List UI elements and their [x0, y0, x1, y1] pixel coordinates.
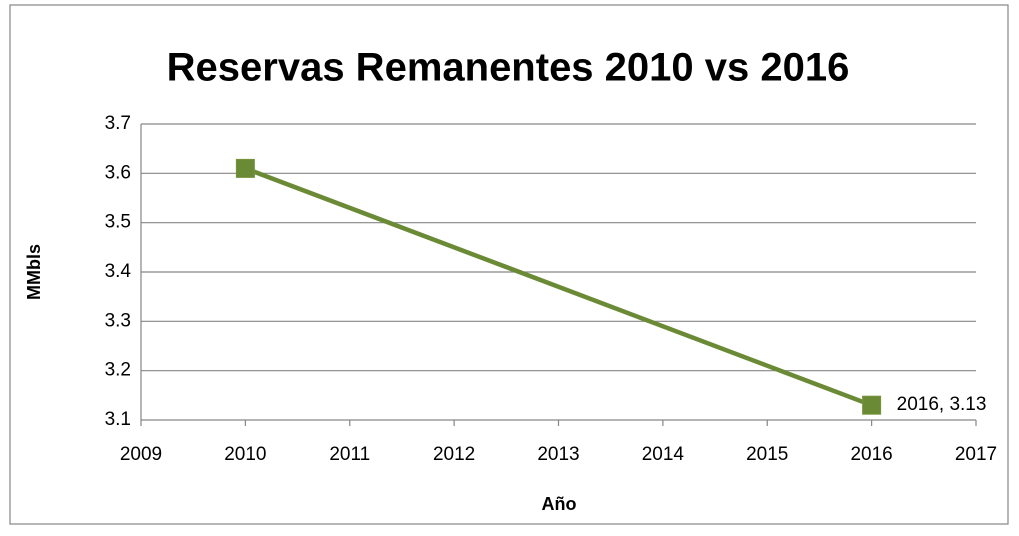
- x-tick-label: 2011: [329, 444, 370, 465]
- y-tick-label: 3.4: [105, 261, 132, 282]
- series-line: [244, 166, 873, 408]
- x-tick-label: 2016: [850, 444, 892, 465]
- marker: [235, 158, 255, 178]
- y-tick-label: 3.1: [105, 409, 131, 430]
- x-tick-label: 2012: [433, 444, 475, 465]
- y-tick-label: 3.7: [105, 113, 131, 134]
- x-tick-label: 2015: [746, 444, 788, 465]
- chart-title: Reservas Remanentes 2010 vs 2016: [167, 46, 850, 90]
- x-tick-label: 2017: [955, 444, 997, 465]
- y-tick-label: 3.5: [105, 212, 131, 233]
- y-tick-label: 3.2: [105, 360, 131, 381]
- marker: [862, 395, 882, 415]
- x-tick-label: 2014: [642, 444, 685, 465]
- x-tick-label: 2009: [120, 444, 162, 465]
- data-label: 2016, 3.13: [897, 394, 987, 415]
- chart-border: [9, 4, 1009, 525]
- y-axis-label: MMbls: [24, 244, 44, 300]
- x-tick-label: 2013: [537, 444, 579, 465]
- y-tick-label: 3.3: [105, 310, 131, 331]
- x-tick-label: 2010: [224, 444, 266, 465]
- y-tick-label: 3.6: [105, 162, 131, 183]
- x-axis-label: Año: [542, 494, 577, 514]
